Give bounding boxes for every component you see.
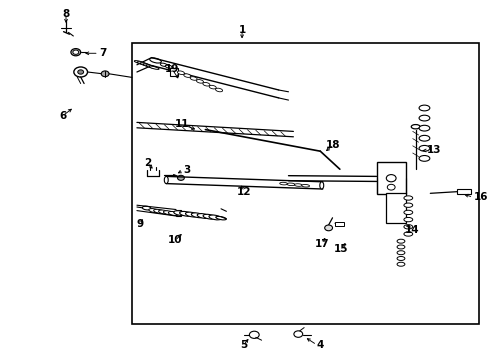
Ellipse shape (396, 245, 404, 249)
Ellipse shape (410, 125, 419, 129)
Ellipse shape (148, 208, 159, 213)
Ellipse shape (142, 206, 151, 210)
Ellipse shape (418, 105, 429, 111)
Circle shape (73, 50, 79, 54)
Ellipse shape (197, 213, 209, 219)
Bar (386, 193, 405, 223)
Bar (456, 189, 470, 194)
Ellipse shape (403, 196, 412, 200)
Ellipse shape (208, 215, 221, 220)
Text: 3: 3 (183, 165, 190, 175)
Ellipse shape (153, 209, 164, 213)
Text: 9: 9 (136, 219, 143, 229)
Ellipse shape (185, 212, 198, 217)
Ellipse shape (177, 71, 184, 75)
Ellipse shape (196, 80, 203, 83)
Circle shape (78, 70, 83, 74)
Ellipse shape (140, 63, 150, 66)
Ellipse shape (396, 251, 404, 255)
Bar (132, 43, 478, 324)
Ellipse shape (149, 58, 161, 63)
Ellipse shape (403, 217, 412, 222)
Ellipse shape (158, 210, 169, 214)
Text: 14: 14 (404, 225, 418, 235)
Bar (169, 68, 177, 76)
Text: 19: 19 (164, 64, 179, 74)
Ellipse shape (215, 88, 222, 92)
Circle shape (249, 331, 259, 338)
Ellipse shape (301, 184, 309, 187)
Ellipse shape (418, 135, 429, 141)
Text: 18: 18 (325, 140, 340, 150)
Ellipse shape (165, 65, 172, 68)
Ellipse shape (164, 176, 168, 184)
Circle shape (177, 175, 184, 180)
Ellipse shape (319, 182, 323, 189)
Text: 1: 1 (238, 24, 245, 35)
Bar (376, 162, 405, 194)
Text: 7: 7 (99, 48, 106, 58)
Ellipse shape (190, 77, 197, 80)
Ellipse shape (134, 60, 144, 64)
Circle shape (324, 225, 332, 231)
Text: 16: 16 (472, 192, 487, 202)
Circle shape (74, 67, 87, 77)
Circle shape (386, 184, 394, 190)
Ellipse shape (168, 211, 179, 216)
Circle shape (101, 71, 109, 77)
Circle shape (386, 175, 395, 182)
Ellipse shape (418, 125, 429, 131)
Ellipse shape (209, 85, 216, 89)
Ellipse shape (173, 211, 186, 216)
Ellipse shape (163, 211, 174, 215)
Ellipse shape (396, 262, 404, 266)
Text: 5: 5 (240, 340, 246, 350)
Ellipse shape (183, 74, 190, 77)
Ellipse shape (418, 115, 429, 121)
Ellipse shape (203, 214, 215, 219)
Ellipse shape (403, 203, 412, 207)
Circle shape (293, 331, 302, 337)
Text: 17: 17 (314, 239, 328, 249)
Text: 2: 2 (144, 158, 151, 168)
Text: 15: 15 (333, 244, 348, 254)
Text: 13: 13 (426, 145, 440, 156)
Ellipse shape (215, 216, 226, 220)
Ellipse shape (203, 82, 209, 86)
Text: 6: 6 (59, 111, 66, 121)
Ellipse shape (179, 211, 192, 216)
Ellipse shape (191, 213, 203, 218)
Ellipse shape (403, 232, 412, 236)
Ellipse shape (286, 183, 294, 186)
Ellipse shape (418, 156, 429, 161)
Ellipse shape (396, 239, 404, 243)
Ellipse shape (418, 145, 429, 151)
Text: 12: 12 (237, 186, 251, 197)
Text: 10: 10 (167, 235, 182, 246)
Text: 4: 4 (316, 340, 324, 350)
Circle shape (71, 49, 81, 56)
Ellipse shape (403, 210, 412, 215)
Ellipse shape (160, 63, 167, 67)
Bar (334, 222, 343, 226)
Ellipse shape (143, 64, 153, 67)
Ellipse shape (137, 62, 147, 65)
Ellipse shape (294, 184, 302, 186)
Ellipse shape (396, 256, 404, 261)
Ellipse shape (149, 66, 159, 69)
Ellipse shape (403, 225, 412, 229)
Text: 8: 8 (62, 9, 69, 19)
Ellipse shape (279, 182, 287, 185)
Ellipse shape (146, 65, 156, 68)
Text: 11: 11 (174, 119, 189, 129)
